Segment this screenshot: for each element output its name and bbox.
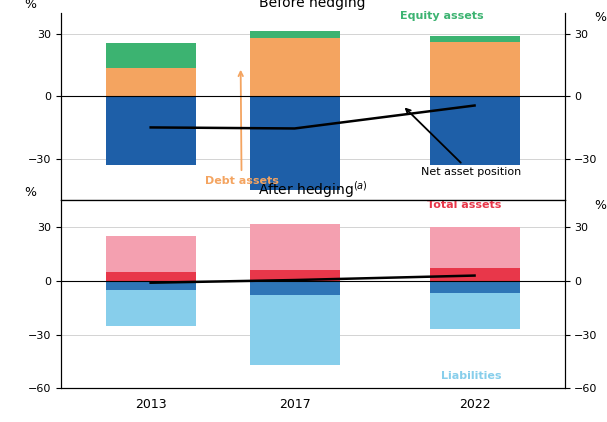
Y-axis label: %: % — [594, 199, 606, 211]
Title: Before hedging: Before hedging — [259, 0, 366, 10]
Title: After hedging$^{(a)}$: After hedging$^{(a)}$ — [258, 179, 367, 200]
Text: Equity assets: Equity assets — [400, 11, 484, 21]
Text: Liabilities: Liabilities — [441, 371, 501, 381]
Bar — [430, 281, 520, 293]
Bar — [249, 224, 339, 270]
Bar — [430, 227, 520, 268]
Text: Total assets: Total assets — [427, 200, 501, 210]
Bar — [106, 96, 195, 165]
Bar — [430, 268, 520, 281]
Bar — [430, 42, 520, 96]
Bar — [430, 35, 520, 42]
Bar — [430, 293, 520, 329]
Bar — [430, 96, 520, 165]
Bar — [249, 38, 339, 96]
Y-axis label: %: % — [24, 186, 36, 199]
Bar — [106, 281, 195, 290]
Bar — [249, 295, 339, 365]
Y-axis label: %: % — [594, 11, 606, 24]
Bar — [249, 270, 339, 281]
Bar — [106, 290, 195, 326]
Bar — [249, 281, 339, 295]
Y-axis label: %: % — [24, 0, 36, 11]
Bar — [249, 96, 339, 190]
Bar — [106, 68, 195, 96]
Text: Net asset position: Net asset position — [406, 109, 521, 177]
Bar — [249, 32, 339, 38]
Bar — [106, 236, 195, 272]
Bar — [106, 43, 195, 68]
Bar — [106, 272, 195, 281]
Text: Debt assets: Debt assets — [205, 72, 279, 186]
